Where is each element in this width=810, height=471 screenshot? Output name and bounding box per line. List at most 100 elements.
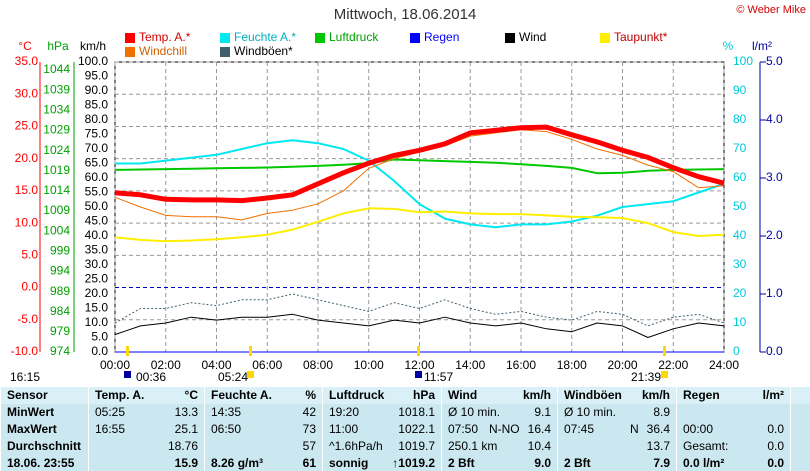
cell-text: 8.26 g/m³	[211, 455, 264, 470]
legend-label: Windböen*	[234, 44, 293, 58]
x-tick-label: 02:00	[151, 358, 181, 372]
series-line	[114, 124, 725, 204]
legend-label: Temp. A.*	[139, 30, 191, 44]
y-tick-label: 70.0	[85, 141, 109, 155]
y-tick-label: 999	[50, 243, 70, 257]
y-tick-label: -5.0	[17, 312, 38, 326]
cell-text: 16.4	[527, 421, 551, 436]
table-cell	[790, 387, 810, 404]
y-tick-label: 1004	[43, 223, 70, 237]
y-tick-label: 979	[50, 324, 70, 338]
cell-text: 06:50	[211, 421, 242, 436]
table-cell: 07:45 N 36.4	[557, 420, 676, 438]
y-tick-label: 0	[733, 344, 740, 358]
x-tick-label: 00:00	[100, 358, 130, 372]
y-tick-label: 10.0	[85, 315, 109, 329]
cell-text: 19:20	[329, 405, 360, 420]
table-cell: Windböen km/h	[557, 387, 676, 404]
cell-text: Temp. A.	[95, 388, 145, 403]
table-cell: 250.1 km 10.4	[441, 437, 557, 455]
y-tick-label: 15.0	[15, 183, 39, 197]
chart-title: Mittwoch, 18.06.2014	[334, 6, 477, 23]
legend-swatch	[125, 47, 135, 57]
table-cell: 18.76	[88, 437, 204, 455]
table-cell: Ø 10 min. 8.9	[557, 403, 676, 421]
y-tick-label: 80	[733, 112, 747, 126]
table-cell: 16:55 25.1	[88, 420, 204, 438]
y-tick-label: 0.0	[91, 344, 108, 358]
chart: Mittwoch, 18.06.2014 © Weber Mike 00:00 0…	[10, 4, 806, 384]
legend-label: Windchill	[139, 44, 187, 58]
table-cell	[676, 403, 790, 421]
y-tick-label: 1014	[43, 183, 70, 197]
y-tick-label: 15.0	[85, 301, 109, 315]
x-tick-label: 16:00	[506, 358, 536, 372]
cell-text: 13.7	[646, 438, 670, 453]
table-cell: Luftdruck hPa	[322, 387, 441, 404]
series-line	[114, 207, 725, 243]
y-tick-label: -10.0	[11, 344, 39, 358]
cell-text: °C	[184, 388, 198, 403]
y-tick-label: 5.0	[91, 330, 108, 344]
cell-text: Ø 10 min.	[448, 405, 501, 420]
cell-text: 57	[302, 438, 316, 453]
annotation: 11:57	[424, 370, 453, 384]
cell-text: Gesamt:	[683, 438, 729, 453]
cell-text: 36.4	[646, 421, 670, 436]
table-cell	[790, 403, 810, 421]
cell-text: hPa	[412, 388, 435, 403]
y-tick-label: 10	[733, 315, 747, 329]
y-tick-label: 1019	[43, 163, 70, 177]
cell-text: N-NO	[488, 421, 520, 436]
table-cell: 8.26 g/m³ 61	[204, 454, 322, 471]
cell-text: 9.1	[534, 405, 551, 420]
y-tick-label: 45.0	[85, 214, 109, 228]
x-tick-label: 04:00	[201, 358, 231, 372]
table-cell: 19:20 1018.1	[322, 403, 441, 421]
table-cell: 06:50 73	[204, 420, 322, 438]
legend-swatch	[315, 33, 325, 43]
y-tick-label: 10.0	[15, 215, 39, 229]
legend-swatch	[220, 33, 230, 43]
y-tick-label: 3.0	[766, 170, 783, 184]
y-tick-label: 90	[733, 83, 747, 97]
cell-text: Wind	[448, 388, 478, 403]
axis-unit: km/h	[80, 39, 106, 53]
axis-marker	[126, 346, 129, 356]
table-cell: Wind km/h	[441, 387, 557, 404]
cell-text: 18.76	[167, 438, 198, 453]
cell-text: Feuchte A.	[211, 388, 272, 403]
cell-text: Regen	[683, 388, 720, 403]
y-tick-label: 5.0	[21, 248, 38, 262]
cell-text: 0.0	[767, 455, 784, 470]
cell-text: N	[629, 421, 639, 436]
y-tick-label: 1024	[43, 143, 70, 157]
cell-text: 0.0 l/m²	[683, 455, 725, 470]
x-tick-label: 14:00	[455, 358, 485, 372]
y-tick-label: 100	[733, 54, 753, 68]
legend-swatch	[125, 33, 135, 43]
y-tick-label: 984	[50, 304, 70, 318]
y-tick-label: 20.0	[85, 286, 109, 300]
cell-text: 42	[302, 405, 316, 420]
table-cell: Ø 10 min. 9.1	[441, 403, 557, 421]
annotation: 16:15	[10, 370, 40, 384]
legend-swatch	[600, 33, 610, 43]
cell-text: ↑1019.2	[392, 455, 435, 470]
y-tick-label: 40.0	[85, 228, 109, 242]
series-line	[114, 158, 725, 175]
x-tick-label: 10:00	[354, 358, 384, 372]
table-cell: 57	[204, 437, 322, 455]
x-tick-label: 24:00	[709, 358, 739, 372]
annotation: 05:24	[218, 370, 248, 384]
cell-text: 8.9	[653, 405, 670, 420]
cell-text: 1019.7	[398, 438, 435, 453]
axis-unit: %	[723, 39, 734, 53]
axis-marker	[663, 346, 666, 356]
cell-text: 07:50	[448, 421, 479, 436]
y-tick-label: 994	[50, 264, 70, 278]
cell-text: 10.4	[527, 438, 551, 453]
cell-text: 9.0	[534, 455, 551, 470]
legend-swatch	[220, 47, 230, 57]
